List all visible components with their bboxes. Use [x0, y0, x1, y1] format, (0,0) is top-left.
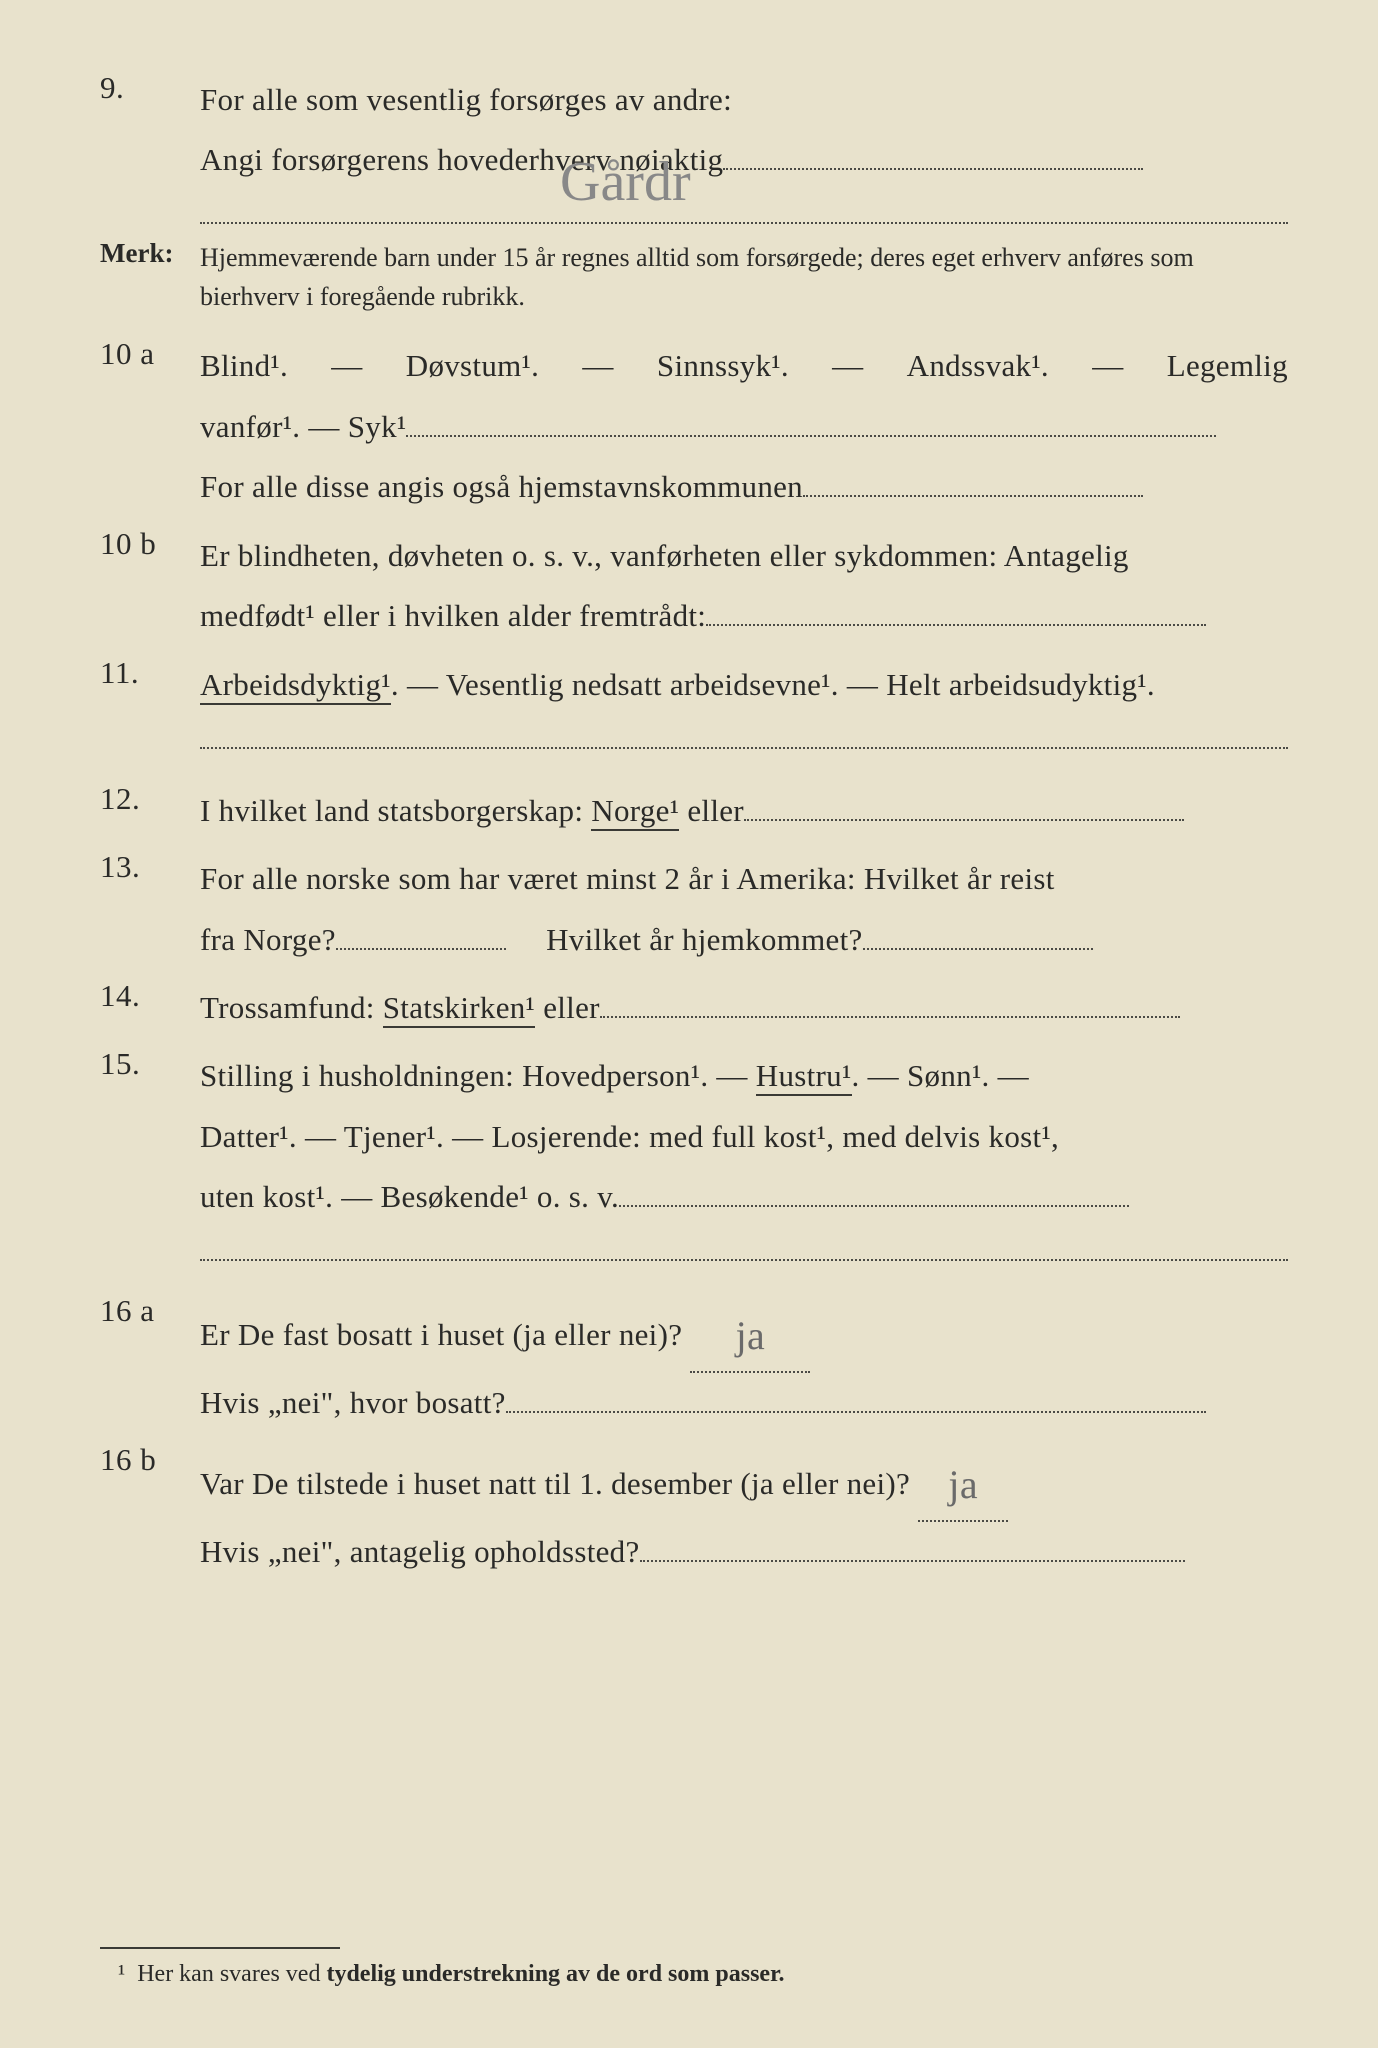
q16b-number: 16 b [100, 1442, 200, 1478]
q11-number: 11. [100, 655, 200, 691]
handwritten-answer: ja [736, 1313, 765, 1358]
handwritten-answer: ja [948, 1462, 977, 1507]
fill-rule [336, 948, 506, 950]
q10a-line3: For alle disse angis også hjemstavnskomm… [200, 457, 1288, 517]
question-16b: 16 b Var De tilstede i huset natt til 1.… [100, 1442, 1288, 1582]
question-9: 9. For alle som vesentlig forsørges av a… [100, 70, 1288, 191]
q13-line1: For alle norske som har været minst 2 år… [200, 849, 1288, 909]
fill-rule [863, 948, 1093, 950]
handwritten-overlay: Gårdr [560, 150, 691, 214]
q12-content: I hvilket land statsborgerskap: Norge¹ e… [200, 781, 1288, 841]
question-10b: 10 b Er blindheten, døvheten o. s. v., v… [100, 526, 1288, 647]
q15-line3: uten kost¹. — Besøkende¹ o. s. v. [200, 1167, 1288, 1227]
fill-rule: ja [690, 1293, 810, 1373]
q16b-line2: Hvis „nei", antagelig opholdssted? [200, 1522, 1288, 1582]
q11-underlined: Arbeidsdyktig¹ [200, 667, 391, 705]
q16b-content: Var De tilstede i huset natt til 1. dese… [200, 1442, 1288, 1582]
q9-line1: For alle som vesentlig forsørges av andr… [200, 70, 1288, 130]
question-14: 14. Trossamfund: Statskirken¹ eller [100, 978, 1288, 1038]
q15-line2: Datter¹. — Tjener¹. — Losjerende: med fu… [200, 1107, 1288, 1167]
question-15: 15. Stilling i husholdningen: Hovedperso… [100, 1046, 1288, 1227]
fill-rule [723, 168, 1143, 170]
q14-content: Trossamfund: Statskirken¹ eller [200, 978, 1288, 1038]
q15-content: Stilling i husholdningen: Hovedperson¹. … [200, 1046, 1288, 1227]
q10a-content: Blind¹. — Døvstum¹. — Sinnssyk¹. — Andss… [200, 336, 1288, 517]
fill-rule [640, 1560, 1185, 1562]
q16a-content: Er De fast bosatt i huset (ja eller nei)… [200, 1293, 1288, 1433]
merk-label: Merk: [100, 238, 200, 269]
fill-rule [406, 435, 1216, 437]
q10a-number: 10 a [100, 336, 200, 372]
q14-number: 14. [100, 978, 200, 1014]
question-10a: 10 a Blind¹. — Døvstum¹. — Sinnssyk¹. — … [100, 336, 1288, 517]
footnote-text: ¹ Her kan svares ved tydelig understrekn… [100, 1961, 1288, 1988]
q14-underlined: Statskirken¹ [383, 990, 535, 1028]
fill-rule [744, 819, 1184, 821]
q12-underlined: Norge¹ [591, 793, 679, 831]
q16a-number: 16 a [100, 1293, 200, 1329]
q10a-line2: vanfør¹. — Syk¹ [200, 397, 1288, 457]
q9-line2: Angi forsørgerens hovederhverv nøiaktig [200, 130, 1288, 190]
question-13: 13. For alle norske som har været minst … [100, 849, 1288, 970]
fill-rule [619, 1205, 1129, 1207]
q15-line1: Stilling i husholdningen: Hovedperson¹. … [200, 1046, 1288, 1106]
fill-rule-full [200, 1236, 1288, 1262]
footnote-block: ¹ Her kan svares ved tydelig understrekn… [100, 1937, 1288, 1988]
fill-rule-full [200, 723, 1288, 749]
q12-number: 12. [100, 781, 200, 817]
fill-rule [706, 624, 1206, 626]
fill-rule [506, 1411, 1206, 1413]
fill-rule [600, 1016, 1180, 1018]
fill-rule-full [200, 199, 1288, 225]
question-12: 12. I hvilket land statsborgerskap: Norg… [100, 781, 1288, 841]
fill-rule [803, 495, 1143, 497]
footnote-rule [100, 1947, 340, 1949]
q10b-content: Er blindheten, døvheten o. s. v., vanfør… [200, 526, 1288, 647]
merk-text: Hjemmeværende barn under 15 år regnes al… [200, 238, 1288, 316]
q10b-line1: Er blindheten, døvheten o. s. v., vanfør… [200, 526, 1288, 586]
q11-content: Arbeidsdyktig¹. — Vesentlig nedsatt arbe… [200, 655, 1288, 715]
merk-note: Merk: Hjemmeværende barn under 15 år reg… [100, 238, 1288, 316]
q16a-line1: Er De fast bosatt i huset (ja eller nei)… [200, 1293, 1288, 1373]
q13-line2: fra Norge? Hvilket år hjemkommet? [200, 910, 1288, 970]
q10b-number: 10 b [100, 526, 200, 562]
q13-content: For alle norske som har været minst 2 år… [200, 849, 1288, 970]
q16b-line1: Var De tilstede i huset natt til 1. dese… [200, 1442, 1288, 1522]
q10a-line1: Blind¹. — Døvstum¹. — Sinnssyk¹. — Andss… [200, 336, 1288, 396]
q9-content: For alle som vesentlig forsørges av andr… [200, 70, 1288, 191]
q9-number: 9. [100, 70, 200, 106]
q10b-line2: medfødt¹ eller i hvilken alder fremtrådt… [200, 586, 1288, 646]
fill-rule: ja [918, 1442, 1008, 1522]
q15-number: 15. [100, 1046, 200, 1082]
question-11: 11. Arbeidsdyktig¹. — Vesentlig nedsatt … [100, 655, 1288, 715]
question-16a: 16 a Er De fast bosatt i huset (ja eller… [100, 1293, 1288, 1433]
q13-number: 13. [100, 849, 200, 885]
q15-underlined: Hustru¹ [756, 1058, 852, 1096]
q16a-line2: Hvis „nei", hvor bosatt? [200, 1373, 1288, 1433]
